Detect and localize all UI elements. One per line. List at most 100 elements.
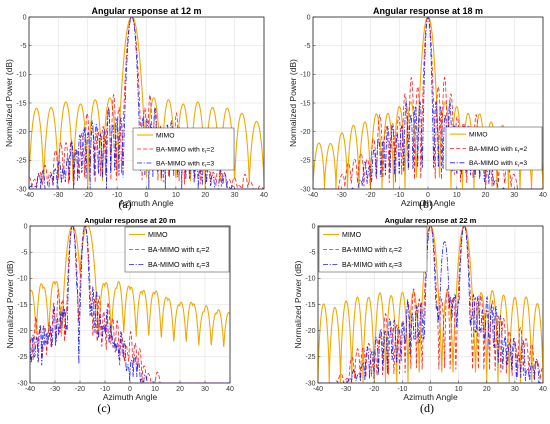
y-tick-label: -5	[20, 43, 26, 50]
y-tick-label: -15	[300, 100, 310, 107]
x-tick-label: -10	[112, 192, 122, 199]
y-tick-label: -20	[17, 328, 27, 335]
x-tick-label: 20	[483, 386, 491, 393]
x-tick-label: -10	[394, 192, 404, 199]
y-tick-label: 0	[307, 14, 311, 21]
x-tick-label: 0	[426, 192, 430, 199]
panel-caption: (b)	[419, 197, 433, 211]
y-tick-label: -30	[17, 380, 27, 387]
legend-label: BA-MIMO with εr=3	[148, 260, 209, 271]
x-tick-label: 30	[201, 386, 209, 393]
chart-title: Angular response at 18 m	[373, 6, 483, 16]
y-tick-label: -20	[300, 129, 310, 136]
x-tick-label: 10	[151, 386, 159, 393]
chart-panel-3: Angular response at 20 m-40 -30 -20 -10 0 10 2…	[5, 216, 234, 415]
x-tick-label: 40	[226, 386, 234, 393]
legend-label: MIMO	[156, 132, 175, 139]
x-tick-label: -40	[24, 192, 34, 199]
y-axis-label: Normalized Power (dB)	[5, 260, 15, 348]
x-tick-label: -20	[369, 386, 379, 393]
panel-caption: (d)	[420, 401, 434, 415]
x-tick-label: -10	[100, 386, 110, 393]
series-line-3	[318, 226, 543, 383]
x-tick-label: 40	[260, 192, 268, 199]
x-tick-label: 20	[201, 192, 209, 199]
x-tick-label: 0	[128, 386, 132, 393]
x-tick-label: 10	[172, 192, 180, 199]
x-tick-label: 30	[510, 192, 518, 199]
y-tick-label: -25	[16, 158, 26, 165]
y-tick-label: -15	[16, 100, 26, 107]
legend-label: MIMO	[342, 232, 362, 239]
x-tick-label: -20	[75, 386, 85, 393]
series-line-2	[318, 226, 543, 383]
y-tick-label: -25	[305, 354, 315, 361]
y-axis-label: Normalized Power (dB)	[4, 59, 14, 147]
x-tick-label: 0	[145, 192, 149, 199]
x-tick-label: 40	[539, 386, 547, 393]
x-tick-label: -10	[397, 386, 407, 393]
y-axis-label: Normalized Power (dB)	[288, 59, 298, 147]
legend: MIMO BA-MIMO with εr=2 BA-MIMO with εr=3	[318, 226, 428, 273]
legend: MIMO BA-MIMO with εr=2 BA-MIMO with εr=3	[124, 226, 230, 273]
x-axis-label: Azimuth Angle	[103, 392, 158, 402]
x-tick-label: 20	[176, 386, 184, 393]
chart-panel-2: Angular response at 18 m -40 -30 -20 -10 0 10 2…	[288, 6, 547, 211]
y-tick-label: -25	[17, 354, 27, 361]
y-tick-label: -10	[16, 72, 26, 79]
legend-label: MIMO	[148, 230, 168, 239]
series-line-2	[313, 17, 543, 189]
x-tick-label: -20	[83, 192, 93, 199]
y-tick-label: -30	[16, 186, 26, 193]
x-axis-label: Azimuth Angle	[403, 392, 458, 402]
y-tick-label: -5	[21, 250, 27, 257]
series-line-3	[29, 17, 264, 189]
x-tick-label: 30	[231, 192, 239, 199]
x-tick-label: 20	[482, 192, 490, 199]
chart-title: Angular response at 20 m	[84, 216, 176, 225]
x-axis-label: Azimuth Angle	[119, 198, 174, 208]
y-tick-label: -10	[300, 72, 310, 79]
legend-label: BA-MIMO with εr=2	[469, 146, 527, 155]
y-tick-label: -25	[300, 158, 310, 165]
x-tick-label: -40	[308, 192, 318, 199]
y-tick-label: -5	[304, 43, 310, 50]
y-axis-label: Normalized Power (dB)	[293, 260, 303, 348]
series-line-2	[30, 226, 230, 383]
series-line-1	[29, 17, 264, 189]
x-tick-label: -40	[25, 386, 35, 393]
y-tick-label: -15	[17, 302, 27, 309]
y-tick-label: 0	[23, 14, 27, 21]
chart-title: Angular response at 12 m	[91, 6, 201, 16]
y-tick-label: -15	[305, 302, 315, 309]
y-tick-label: 0	[24, 223, 28, 230]
legend-label: BA-MIMO with εr=2	[342, 247, 402, 256]
x-tick-label: -30	[53, 192, 63, 199]
x-tick-label: -30	[50, 386, 60, 393]
x-tick-label: 10	[455, 386, 463, 393]
panel-caption: (c)	[97, 401, 110, 415]
x-axis-label: Azimuth Angle	[401, 198, 456, 208]
legend-label: BA-MIMO with εr=3	[342, 262, 402, 271]
x-tick-label: 30	[511, 386, 519, 393]
x-tick-label: 10	[453, 192, 461, 199]
chart-panel-4: Angular response at 22 m-40 -30 -20 -10 0 10 2…	[293, 216, 547, 415]
legend-label: MIMO	[469, 132, 488, 139]
y-tick-label: -30	[305, 380, 315, 387]
legend-label: BA-MIMO with εr=2	[148, 245, 209, 256]
x-tick-label: -40	[313, 386, 323, 393]
x-tick-label: -20	[365, 192, 375, 199]
x-tick-label: -30	[341, 386, 351, 393]
y-tick-label: -30	[300, 186, 310, 193]
series-line-3	[30, 226, 230, 383]
legend-label: BA-MIMO with εr=3	[156, 160, 214, 169]
chart-panel-1: Angular response at 12 m-40 -30 -20 -10 0 10 2…	[4, 6, 268, 211]
series-line-1	[318, 226, 543, 383]
legend: MIMO BA-MIMO with εr=2 BA-MIMO with εr=3	[445, 126, 543, 171]
y-tick-label: -20	[16, 129, 26, 136]
legend: MIMO BA-MIMO with εr=2 BA-MIMO with εr=3	[132, 127, 235, 171]
legend-label: BA-MIMO with εr=2	[156, 146, 214, 155]
x-tick-label: 0	[429, 386, 433, 393]
x-tick-label: 40	[539, 192, 547, 199]
